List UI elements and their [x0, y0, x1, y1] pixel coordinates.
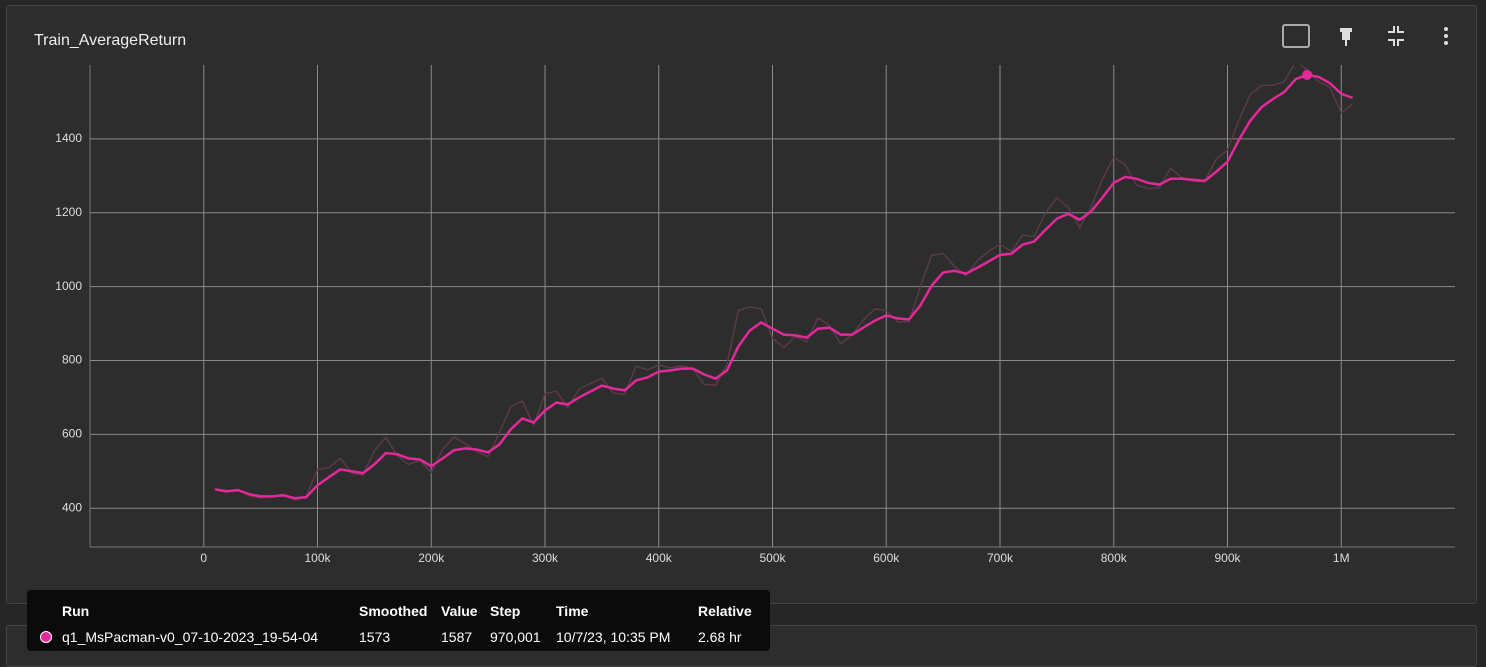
chart: 400 600 800 1000 1200 1400 0 100k 200k 300k 400k 50… — [55, 24, 1455, 565]
x-tick-label: 400k — [646, 551, 673, 565]
y-tick-label: 1200 — [55, 205, 82, 219]
time-value: 10/7/23, 10:35 PM — [556, 629, 671, 645]
column-header: Relative — [698, 603, 752, 619]
column-header: Smoothed — [359, 603, 428, 619]
more-button[interactable] — [1444, 27, 1448, 45]
fit-domain-button[interactable] — [1282, 24, 1310, 48]
run-name: q1_MsPacman-v0_07-10-2023_19-54-04 — [62, 629, 319, 645]
plot-area — [214, 65, 1354, 501]
y-tick-label: 600 — [62, 427, 82, 441]
x-tick-label: 600k — [873, 551, 900, 565]
relative-value: 2.68 hr — [698, 629, 742, 645]
y-tick-label: 800 — [62, 353, 82, 367]
x-tick-label: 800k — [1101, 551, 1128, 565]
column-header: Step — [490, 603, 521, 619]
x-tick-label: 700k — [987, 551, 1014, 565]
chart-title: Train_AverageReturn — [34, 32, 187, 49]
raw-line — [214, 65, 1354, 501]
collapse-button[interactable] — [1388, 26, 1404, 46]
smoothed-line — [214, 73, 1354, 500]
page: {"chart_data": {"type": "line", "title":… — [6, 5, 1477, 667]
x-tick-label: 900k — [1214, 551, 1241, 565]
x-tick-label: 0 — [200, 551, 207, 565]
x-tick-label: 100k — [304, 551, 331, 565]
column-header: Value — [441, 603, 478, 619]
x-tick-label: 500k — [759, 551, 786, 565]
y-tick-label: 1400 — [55, 131, 82, 145]
x-tick-label: 300k — [532, 551, 559, 565]
raw-value: 1587 — [441, 629, 473, 645]
column-header: Run — [62, 603, 90, 619]
step-value: 970,001 — [490, 629, 541, 645]
smoothed-value: 1573 — [359, 629, 391, 645]
chart-card: Train_AverageReturn — [6, 5, 1477, 604]
y-tick-label: 1000 — [55, 279, 82, 293]
y-tick-label: 400 — [62, 500, 82, 514]
column-header: Time — [556, 603, 589, 619]
run-color-dot — [40, 631, 52, 643]
pin-button[interactable] — [1340, 28, 1352, 46]
x-tick-label: 1M — [1333, 551, 1350, 565]
x-tick-label: 200k — [418, 551, 445, 565]
tooltip: Run Smoothed Value Step Time Relative q1_MsPac… — [27, 590, 770, 651]
highlight-point — [1302, 69, 1313, 80]
